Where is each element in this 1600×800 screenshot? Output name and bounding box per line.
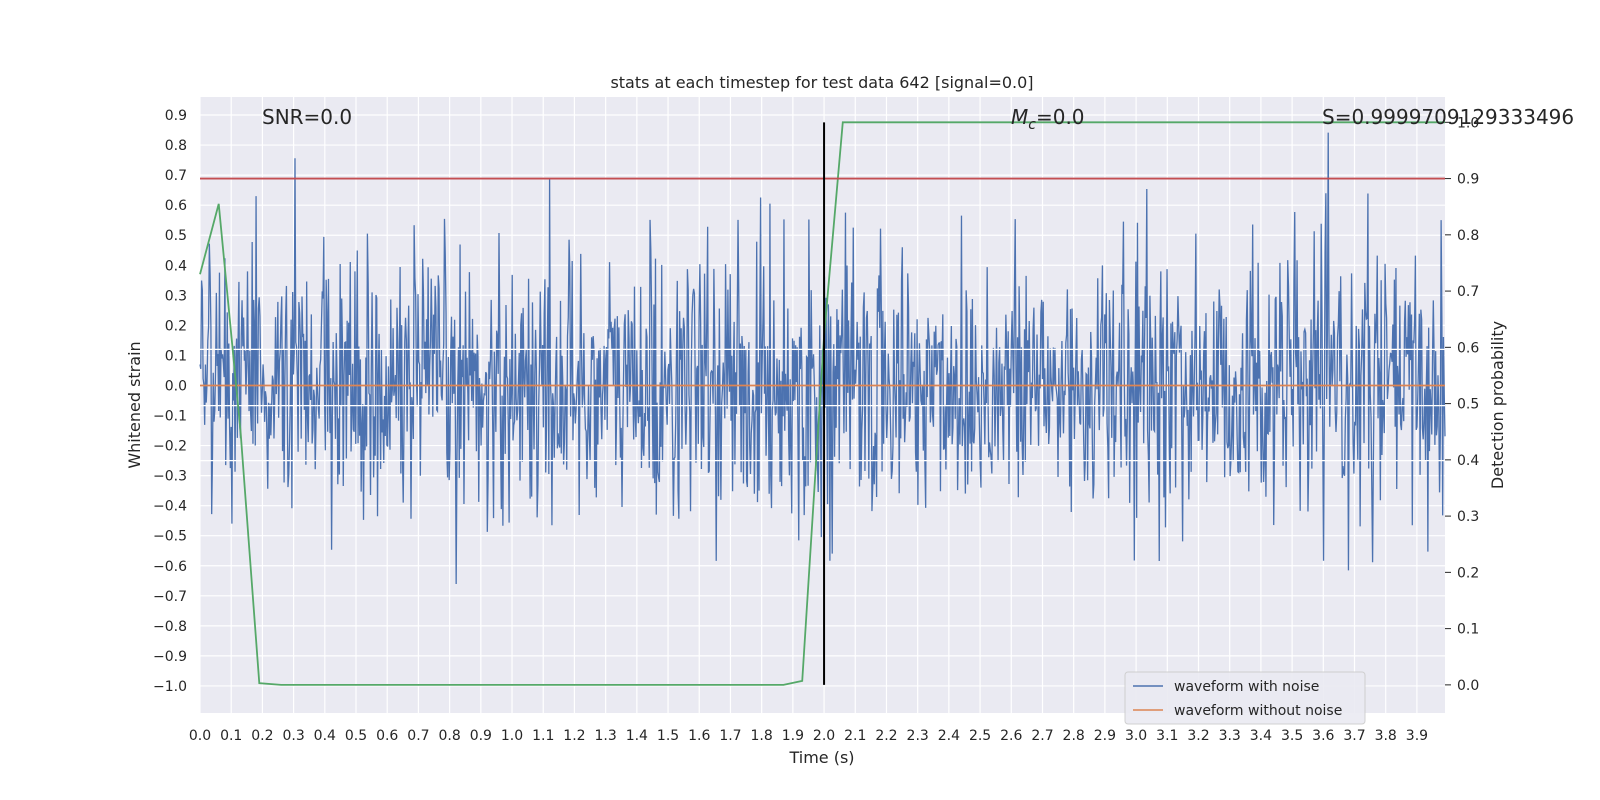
- x-tick-label: 3.1: [1156, 728, 1178, 744]
- data-layer: [199, 121, 1446, 686]
- y2-tick-label: 0.0: [1457, 678, 1479, 694]
- y2-tick-label: 0.5: [1457, 397, 1479, 413]
- x-tick-label: 1.4: [626, 728, 648, 744]
- x-tick-label: 0.5: [345, 728, 367, 744]
- y-tick-label: −0.7: [153, 589, 187, 605]
- y-tick-label: 0.2: [165, 318, 187, 334]
- snr-annotation: SNR=0.0: [262, 105, 352, 129]
- x-tick-label: 1.7: [719, 728, 741, 744]
- y-tick-label: −0.9: [153, 649, 187, 665]
- x-tick-label: 2.8: [1063, 728, 1085, 744]
- y2-tick-label: 0.2: [1457, 565, 1479, 581]
- y2-tick-label: 0.3: [1457, 509, 1479, 525]
- x-tick-label: 2.5: [969, 728, 991, 744]
- x-tick-label: 3.3: [1219, 728, 1241, 744]
- x-tick-label: 1.1: [532, 728, 554, 744]
- x-tick-label: 3.2: [1187, 728, 1209, 744]
- mc-symbol: M: [1011, 105, 1028, 129]
- mc-value: =0.0: [1036, 105, 1085, 129]
- x-tick-label: 3.0: [1125, 728, 1147, 744]
- y-tick-label: −0.4: [153, 499, 187, 515]
- s-annotation: S=0.9999709129333496: [1322, 105, 1574, 129]
- x-tick-label: 0.3: [282, 728, 304, 744]
- y-axis-label: Whitened strain: [125, 341, 144, 468]
- legend-label-clean: waveform without noise: [1174, 703, 1342, 719]
- ticks: 0.0 0.1 0.2 0.3 0.4 0.5 0.6 0.7 0.8 0.9 1.0 1.1 1.2 1…: [153, 108, 1479, 744]
- chart-title: stats at each timestep for test data 642…: [610, 73, 1033, 92]
- y2-tick-label: 1.0: [1457, 115, 1479, 131]
- y-tick-label: 0.6: [165, 198, 187, 214]
- y-tick-label: −0.2: [153, 439, 187, 455]
- series-detection-probability: [199, 121, 1445, 686]
- y2-tick-label: 0.6: [1457, 340, 1479, 356]
- mc-annotation: Mc=0.0: [1011, 105, 1085, 133]
- x-tick-label: 2.1: [844, 728, 866, 744]
- y-tick-label: −0.1: [153, 409, 187, 425]
- mc-subscript: c: [1028, 117, 1036, 133]
- y-tick-label: 0.8: [165, 138, 187, 154]
- y-tick-label: −0.5: [153, 529, 187, 545]
- x-tick-label: 3.5: [1281, 728, 1303, 744]
- y-tick-label: −1.0: [153, 679, 187, 695]
- x-tick-label: 0.4: [314, 728, 336, 744]
- x-tick-label: 1.9: [782, 728, 804, 744]
- y2-axis-label: Detection probability: [1488, 321, 1507, 489]
- x-tick-label: 1.8: [751, 728, 773, 744]
- y-tick-label: 0.1: [165, 348, 187, 364]
- y-tick-label: 0.9: [165, 108, 187, 124]
- x-tick-label: 1.3: [595, 728, 617, 744]
- x-tick-label: 3.8: [1375, 728, 1397, 744]
- x-tick-label: 0.2: [251, 728, 273, 744]
- x-tick-label: 0.1: [220, 728, 242, 744]
- x-tick-label: 3.7: [1343, 728, 1365, 744]
- x-tick-label: 1.6: [688, 728, 710, 744]
- y-tick-label: 0.5: [165, 228, 187, 244]
- y2-tick-label: 0.4: [1457, 453, 1479, 469]
- y-tick-label: −0.6: [153, 559, 187, 575]
- y-tick-label: 0.7: [165, 168, 187, 184]
- x-tick-label: 0.7: [407, 728, 429, 744]
- y2-tick-label: 0.8: [1457, 228, 1479, 244]
- y-tick-label: −0.3: [153, 469, 187, 485]
- x-tick-label: 3.9: [1406, 728, 1428, 744]
- legend-box: [1124, 671, 1366, 725]
- x-tick-label: 2.0: [813, 728, 835, 744]
- y2-tick-label: 0.1: [1457, 622, 1479, 638]
- x-tick-label: 3.4: [1250, 728, 1272, 744]
- x-tick-label: 2.9: [1094, 728, 1116, 744]
- x-tick-label: 2.2: [875, 728, 897, 744]
- x-axis-label: Time (s): [788, 748, 854, 767]
- legend-label-noise: waveform with noise: [1174, 679, 1319, 695]
- x-tick-label: 2.7: [1031, 728, 1053, 744]
- legend: waveform with noise waveform without noi…: [1124, 671, 1366, 725]
- x-tick-label: 1.0: [501, 728, 523, 744]
- x-tick-label: 2.3: [907, 728, 929, 744]
- y-tick-label: 0.3: [165, 288, 187, 304]
- x-tick-label: 1.2: [563, 728, 585, 744]
- x-tick-label: 0.6: [376, 728, 398, 744]
- x-tick-label: 2.6: [1000, 728, 1022, 744]
- y-tick-label: 0.4: [165, 258, 187, 274]
- x-tick-label: 0.8: [438, 728, 460, 744]
- y2-tick-label: 0.7: [1457, 284, 1479, 300]
- x-tick-label: 0.0: [189, 728, 211, 744]
- x-tick-label: 2.4: [938, 728, 960, 744]
- y-tick-label: 0.0: [165, 378, 187, 394]
- x-tick-label: 3.6: [1312, 728, 1334, 744]
- y2-tick-label: 0.9: [1457, 172, 1479, 188]
- x-tick-label: 0.9: [470, 728, 492, 744]
- x-tick-label: 1.5: [657, 728, 679, 744]
- y-tick-label: −0.8: [153, 619, 187, 635]
